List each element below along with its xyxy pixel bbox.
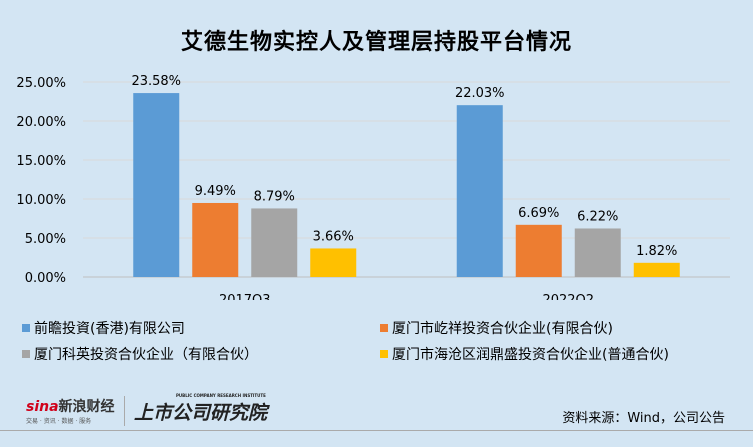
legend-label: 厦门科英投资合伙企业（有限合伙） — [34, 347, 258, 363]
bar — [574, 228, 621, 277]
legend-swatch — [380, 324, 388, 332]
bar — [633, 262, 680, 277]
legend-label: 厦门市屹祥投资合伙企业(有限合伙) — [392, 321, 613, 337]
data-label: 1.82% — [636, 244, 677, 259]
y-tick-label: 0.00% — [25, 271, 66, 286]
logo-subtext: 交易 · 资讯 · 数据 · 服务 — [26, 418, 92, 425]
legend-item: 厦门市海沧区润鼎盛投资合伙企业(普通合伙) — [380, 344, 669, 364]
logo-text: 上市公司研究院 — [134, 402, 268, 424]
bar-chart: 0.00% 5.00% 10.00% 15.00% 20.00% 25.00% 23.58%… — [16, 74, 730, 300]
data-label: 6.69% — [518, 206, 559, 221]
bar — [192, 202, 239, 277]
source-note: 资料来源：Wind，公司公告 — [562, 411, 725, 426]
x-tick-label: 2017Q3 — [219, 293, 271, 300]
legend-item: 前瞻投資(香港)有限公司 — [22, 318, 185, 338]
y-tick-label: 20.00% — [16, 115, 66, 130]
data-label: 8.79% — [254, 189, 295, 204]
legend-swatch — [22, 324, 30, 332]
legend-label: 前瞻投資(香港)有限公司 — [34, 321, 185, 337]
bar — [515, 224, 562, 277]
y-tick-label: 25.00% — [16, 76, 66, 91]
institute-logo: PUBLIC COMPANY RESEARCH INSTITUTE 上市公司研究院 — [134, 393, 268, 425]
data-label: 6.22% — [577, 209, 618, 224]
chart-title: 艾德生物实控人及管理层持股平台情况 — [180, 30, 572, 55]
data-label: 22.03% — [455, 86, 505, 101]
logo-text: sina — [26, 399, 59, 415]
y-tick-label: 15.00% — [16, 154, 66, 169]
logo-text: 新浪财经 — [58, 399, 115, 415]
data-label: 9.49% — [195, 184, 236, 199]
bar — [310, 248, 357, 277]
bar — [251, 208, 298, 277]
logo-divider — [124, 396, 125, 426]
bar — [133, 93, 180, 278]
legend-swatch — [380, 350, 388, 358]
bottom-divider — [0, 430, 753, 431]
legend-label: 厦门市海沧区润鼎盛投资合伙企业(普通合伙) — [392, 347, 669, 363]
data-label: 3.66% — [313, 229, 354, 244]
y-tick-label: 5.00% — [25, 232, 66, 247]
sina-finance-logo: sina新浪财经交易 · 资讯 · 数据 · 服务 — [26, 396, 115, 425]
legend-swatch — [22, 350, 30, 358]
logo-subtext: PUBLIC COMPANY RESEARCH INSTITUTE — [176, 393, 266, 398]
bar — [456, 105, 503, 277]
x-tick-label: 2022Q2 — [542, 293, 594, 300]
y-tick-label: 10.00% — [16, 193, 66, 208]
legend-item: 厦门市屹祥投资合伙企业(有限合伙) — [380, 318, 613, 338]
legend-item: 厦门科英投资合伙企业（有限合伙） — [22, 344, 258, 364]
data-label: 23.58% — [131, 74, 181, 89]
